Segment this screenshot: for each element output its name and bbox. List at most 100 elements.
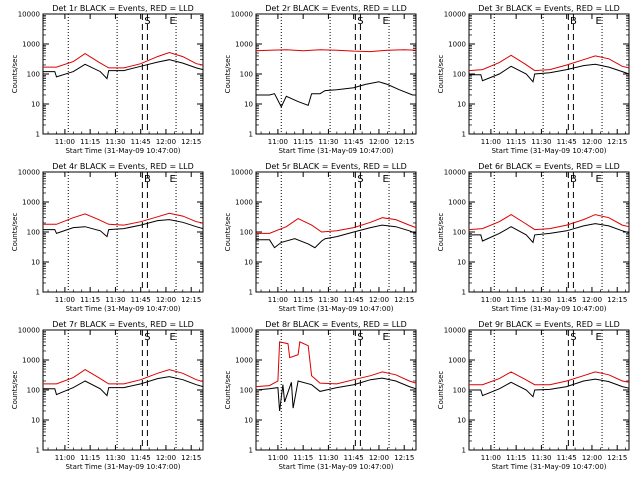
chart-panel: Det 3r BLACK = Events, RED = LLD 1 10 100 10…: [437, 4, 630, 155]
lld-series-line: [256, 217, 417, 234]
x-tick-label: 12:15: [607, 296, 627, 304]
interval-marker-label: E: [383, 174, 389, 185]
events-series-line: [469, 223, 630, 244]
y-tick-label: 10: [31, 417, 40, 425]
chart-title: Det 6r BLACK = Events, RED = LLD: [478, 162, 620, 171]
y-tick-label: 100: [27, 387, 40, 395]
y-tick-label: 1: [36, 447, 40, 455]
y-axis-label: Counts/sec: [224, 371, 232, 410]
interval-marker-label: E: [170, 174, 176, 185]
x-tick-label: 11:15: [293, 454, 313, 462]
events-series-line: [43, 59, 204, 80]
chart-title: Det 2r BLACK = Events, RED = LLD: [265, 4, 407, 13]
x-tick-label: 11:00: [481, 296, 501, 304]
y-axis-label: Counts/sec: [11, 213, 19, 252]
x-tick-label: 12:15: [394, 138, 414, 146]
y-tick-label: 100: [453, 229, 466, 237]
x-tick-label: 11:45: [557, 296, 577, 304]
y-tick-label: 10000: [444, 169, 466, 177]
x-tick-label: 11:00: [55, 454, 75, 462]
x-axis-label: Start Time (31-May-09 10:47:00): [278, 147, 393, 155]
y-tick-label: 10: [457, 259, 466, 267]
x-axis-label: Start Time (31-May-09 10:47:00): [65, 147, 180, 155]
x-tick-label: 11:15: [80, 296, 100, 304]
interval-marker-label: E: [170, 16, 176, 27]
x-axis-label: Start Time (31-May-09 10:47:00): [491, 463, 606, 471]
plot-frame: [468, 329, 630, 451]
events-series-line: [469, 63, 630, 83]
chart-title: Det 5r BLACK = Events, RED = LLD: [265, 162, 407, 171]
plot-frame: [255, 13, 417, 135]
x-tick-label: 12:00: [156, 138, 176, 146]
x-tick-label: 11:45: [557, 138, 577, 146]
y-tick-label: 1000: [22, 357, 40, 365]
y-tick-label: 1000: [22, 41, 40, 49]
lld-series-line: [255, 341, 417, 388]
x-tick-label: 12:00: [156, 296, 176, 304]
x-tick-label: 11:45: [131, 296, 151, 304]
events-series-line: [43, 376, 204, 397]
y-tick-label: 10000: [231, 11, 253, 19]
y-axis-label: Counts/sec: [437, 55, 445, 94]
interval-marker-label: S: [357, 16, 363, 27]
x-tick-label: 12:00: [582, 296, 602, 304]
x-tick-label: 11:00: [268, 138, 288, 146]
interval-marker-label: S: [570, 332, 576, 343]
x-axis-label: Start Time (31-May-09 10:47:00): [491, 305, 606, 313]
y-tick-label: 1: [249, 447, 253, 455]
x-axis-label: Start Time (31-May-09 10:47:00): [491, 147, 606, 155]
interval-marker-label: E: [596, 332, 602, 343]
x-tick-label: 11:15: [506, 454, 526, 462]
x-tick-label: 11:00: [268, 454, 288, 462]
x-tick-label: 11:15: [80, 454, 100, 462]
x-tick-label: 12:15: [181, 454, 201, 462]
x-tick-label: 12:00: [369, 138, 389, 146]
y-tick-label: 1: [462, 289, 466, 297]
x-tick-label: 11:00: [481, 454, 501, 462]
x-tick-label: 11:00: [268, 296, 288, 304]
y-tick-label: 10: [244, 259, 253, 267]
plot-frame: [255, 329, 417, 451]
y-tick-label: 1: [36, 289, 40, 297]
y-tick-label: 1: [462, 131, 466, 139]
y-tick-label: 1: [36, 131, 40, 139]
y-tick-label: 10000: [444, 11, 466, 19]
y-tick-label: 100: [453, 71, 466, 79]
x-tick-label: 11:45: [131, 454, 151, 462]
y-tick-label: 10: [31, 259, 40, 267]
lld-series-line: [469, 371, 630, 386]
x-tick-label: 11:30: [531, 454, 551, 462]
x-tick-label: 12:15: [394, 296, 414, 304]
x-tick-label: 11:30: [318, 138, 338, 146]
x-tick-label: 12:15: [607, 454, 627, 462]
interval-marker-label: B: [570, 16, 577, 27]
x-tick-label: 12:00: [369, 454, 389, 462]
chart-panel: Det 7r BLACK = Events, RED = LLD 1 10 100 10…: [11, 320, 204, 471]
y-axis-label: Counts/sec: [224, 213, 232, 252]
interval-marker-label: B: [570, 174, 577, 185]
lld-series-line: [43, 369, 204, 385]
interval-marker-label: E: [596, 16, 602, 27]
interval-marker-label: S: [357, 332, 363, 343]
y-tick-label: 1: [249, 131, 253, 139]
x-axis-label: Start Time (31-May-09 10:47:00): [65, 463, 180, 471]
y-tick-label: 1000: [235, 199, 253, 207]
chart-panel: Det 5r BLACK = Events, RED = LLD 1 10 100 10…: [224, 162, 417, 313]
lld-series-line: [468, 214, 630, 231]
chart-panel: Det 8r BLACK = Events, RED = LLD 1 10 100 10…: [224, 320, 417, 471]
y-axis-label: Counts/sec: [11, 371, 19, 410]
y-axis-label: Counts/sec: [11, 55, 19, 94]
y-tick-label: 10000: [231, 169, 253, 177]
chart-title: Det 4r BLACK = Events, RED = LLD: [52, 162, 194, 171]
y-axis-label: Counts/sec: [437, 371, 445, 410]
y-tick-label: 100: [27, 229, 40, 237]
x-tick-label: 11:00: [481, 138, 501, 146]
x-tick-label: 11:30: [105, 138, 125, 146]
x-tick-label: 11:45: [344, 454, 364, 462]
events-series-line: [43, 219, 204, 238]
y-tick-label: 10: [457, 101, 466, 109]
x-axis-label: Start Time (31-May-09 10:47:00): [278, 305, 393, 313]
x-tick-label: 12:00: [156, 454, 176, 462]
x-tick-label: 11:45: [344, 138, 364, 146]
y-tick-label: 100: [240, 387, 253, 395]
